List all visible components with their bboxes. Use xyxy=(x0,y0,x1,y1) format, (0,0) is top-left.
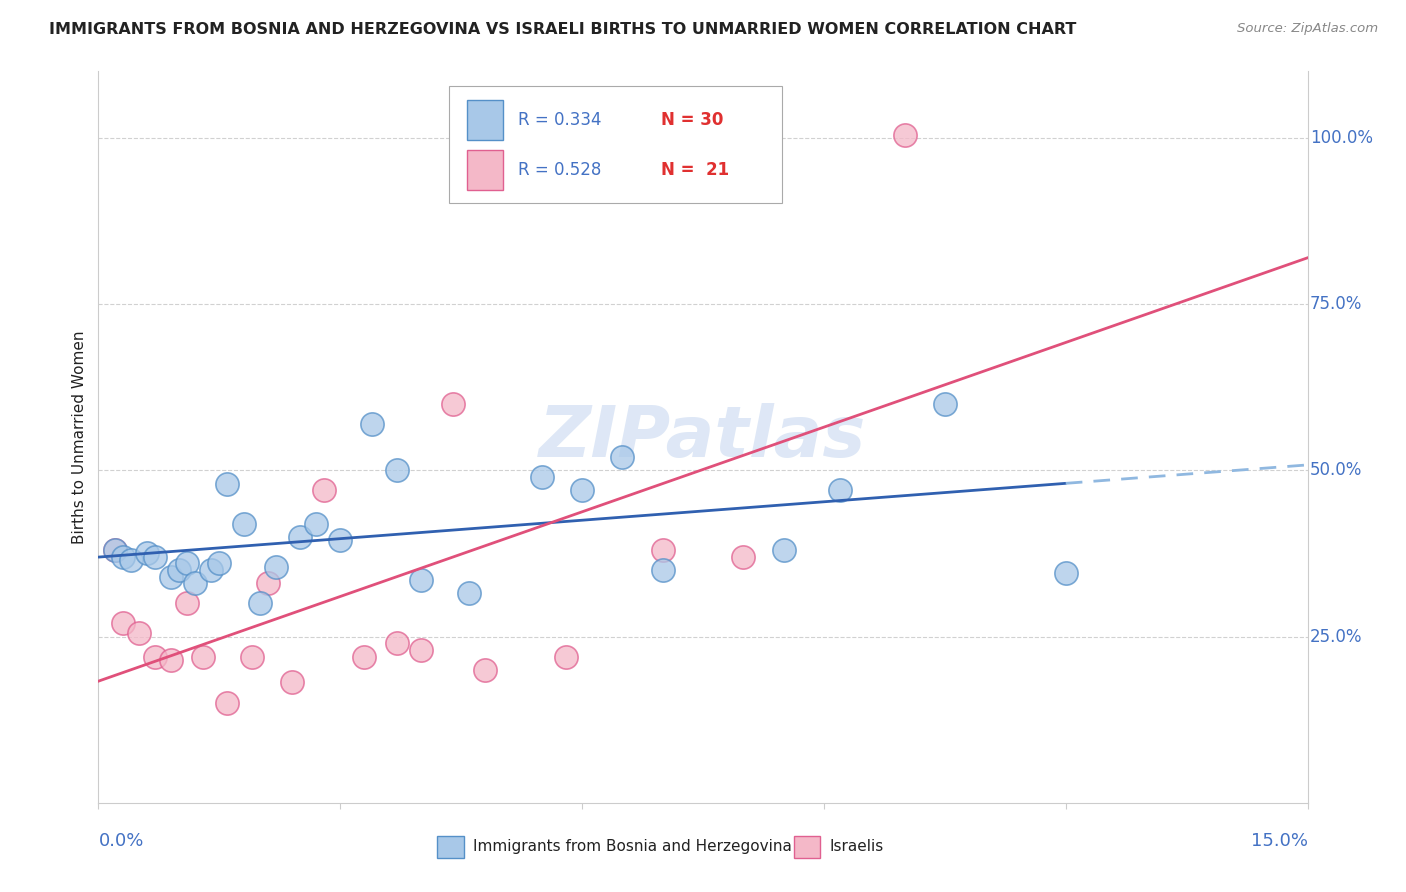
Text: 25.0%: 25.0% xyxy=(1310,628,1362,646)
Text: 0.0%: 0.0% xyxy=(98,832,143,850)
Point xyxy=(103,543,125,558)
Point xyxy=(555,649,578,664)
Point xyxy=(288,530,311,544)
Point xyxy=(458,586,481,600)
Text: Immigrants from Bosnia and Herzegovina: Immigrants from Bosnia and Herzegovina xyxy=(474,839,792,855)
Text: 75.0%: 75.0% xyxy=(1310,295,1362,313)
Point xyxy=(160,570,183,584)
Point xyxy=(264,559,287,574)
Point xyxy=(208,557,231,571)
Text: Israelis: Israelis xyxy=(830,839,884,855)
Point xyxy=(103,543,125,558)
Text: 15.0%: 15.0% xyxy=(1250,832,1308,850)
Point xyxy=(828,483,851,498)
Point xyxy=(651,563,673,577)
Text: R = 0.334: R = 0.334 xyxy=(517,112,602,129)
Point xyxy=(217,476,239,491)
Point xyxy=(612,450,634,464)
Point xyxy=(217,696,239,710)
Point xyxy=(441,397,464,411)
Text: R = 0.528: R = 0.528 xyxy=(517,161,602,179)
Point xyxy=(120,553,142,567)
Point xyxy=(893,128,915,142)
Point xyxy=(240,649,263,664)
Point xyxy=(200,563,222,577)
Point xyxy=(249,596,271,610)
Point xyxy=(385,636,408,650)
Text: ZIPatlas: ZIPatlas xyxy=(540,402,866,472)
FancyBboxPatch shape xyxy=(449,86,782,203)
Point xyxy=(772,543,794,558)
Point xyxy=(281,674,304,689)
Point xyxy=(160,653,183,667)
Point xyxy=(530,470,553,484)
Point xyxy=(176,596,198,610)
Bar xyxy=(467,100,503,140)
Text: N = 30: N = 30 xyxy=(661,112,723,129)
Text: 50.0%: 50.0% xyxy=(1310,461,1362,479)
Bar xyxy=(467,150,503,190)
Point xyxy=(314,483,336,498)
Point xyxy=(176,557,198,571)
Point xyxy=(128,626,150,640)
Point xyxy=(184,576,207,591)
Point xyxy=(733,549,755,564)
Point xyxy=(193,649,215,664)
Text: 100.0%: 100.0% xyxy=(1310,128,1374,147)
Point xyxy=(353,649,375,664)
Text: Source: ZipAtlas.com: Source: ZipAtlas.com xyxy=(1237,22,1378,36)
Point xyxy=(111,616,134,631)
Point xyxy=(305,516,328,531)
Point xyxy=(571,483,593,498)
Point xyxy=(934,397,956,411)
Point xyxy=(385,463,408,477)
Point xyxy=(135,546,157,560)
Text: N =  21: N = 21 xyxy=(661,161,728,179)
Point xyxy=(474,663,496,677)
Point xyxy=(232,516,254,531)
Text: IMMIGRANTS FROM BOSNIA AND HERZEGOVINA VS ISRAELI BIRTHS TO UNMARRIED WOMEN CORR: IMMIGRANTS FROM BOSNIA AND HERZEGOVINA V… xyxy=(49,22,1077,37)
Point xyxy=(409,643,432,657)
Point xyxy=(361,417,384,431)
Bar xyxy=(793,836,820,858)
Point xyxy=(143,549,166,564)
Point xyxy=(329,533,352,548)
Bar xyxy=(437,836,464,858)
Point xyxy=(651,543,673,558)
Point xyxy=(143,649,166,664)
Point xyxy=(167,563,190,577)
Point xyxy=(409,573,432,587)
Y-axis label: Births to Unmarried Women: Births to Unmarried Women xyxy=(72,330,87,544)
Point xyxy=(256,576,278,591)
Point xyxy=(111,549,134,564)
Point xyxy=(1054,566,1077,581)
